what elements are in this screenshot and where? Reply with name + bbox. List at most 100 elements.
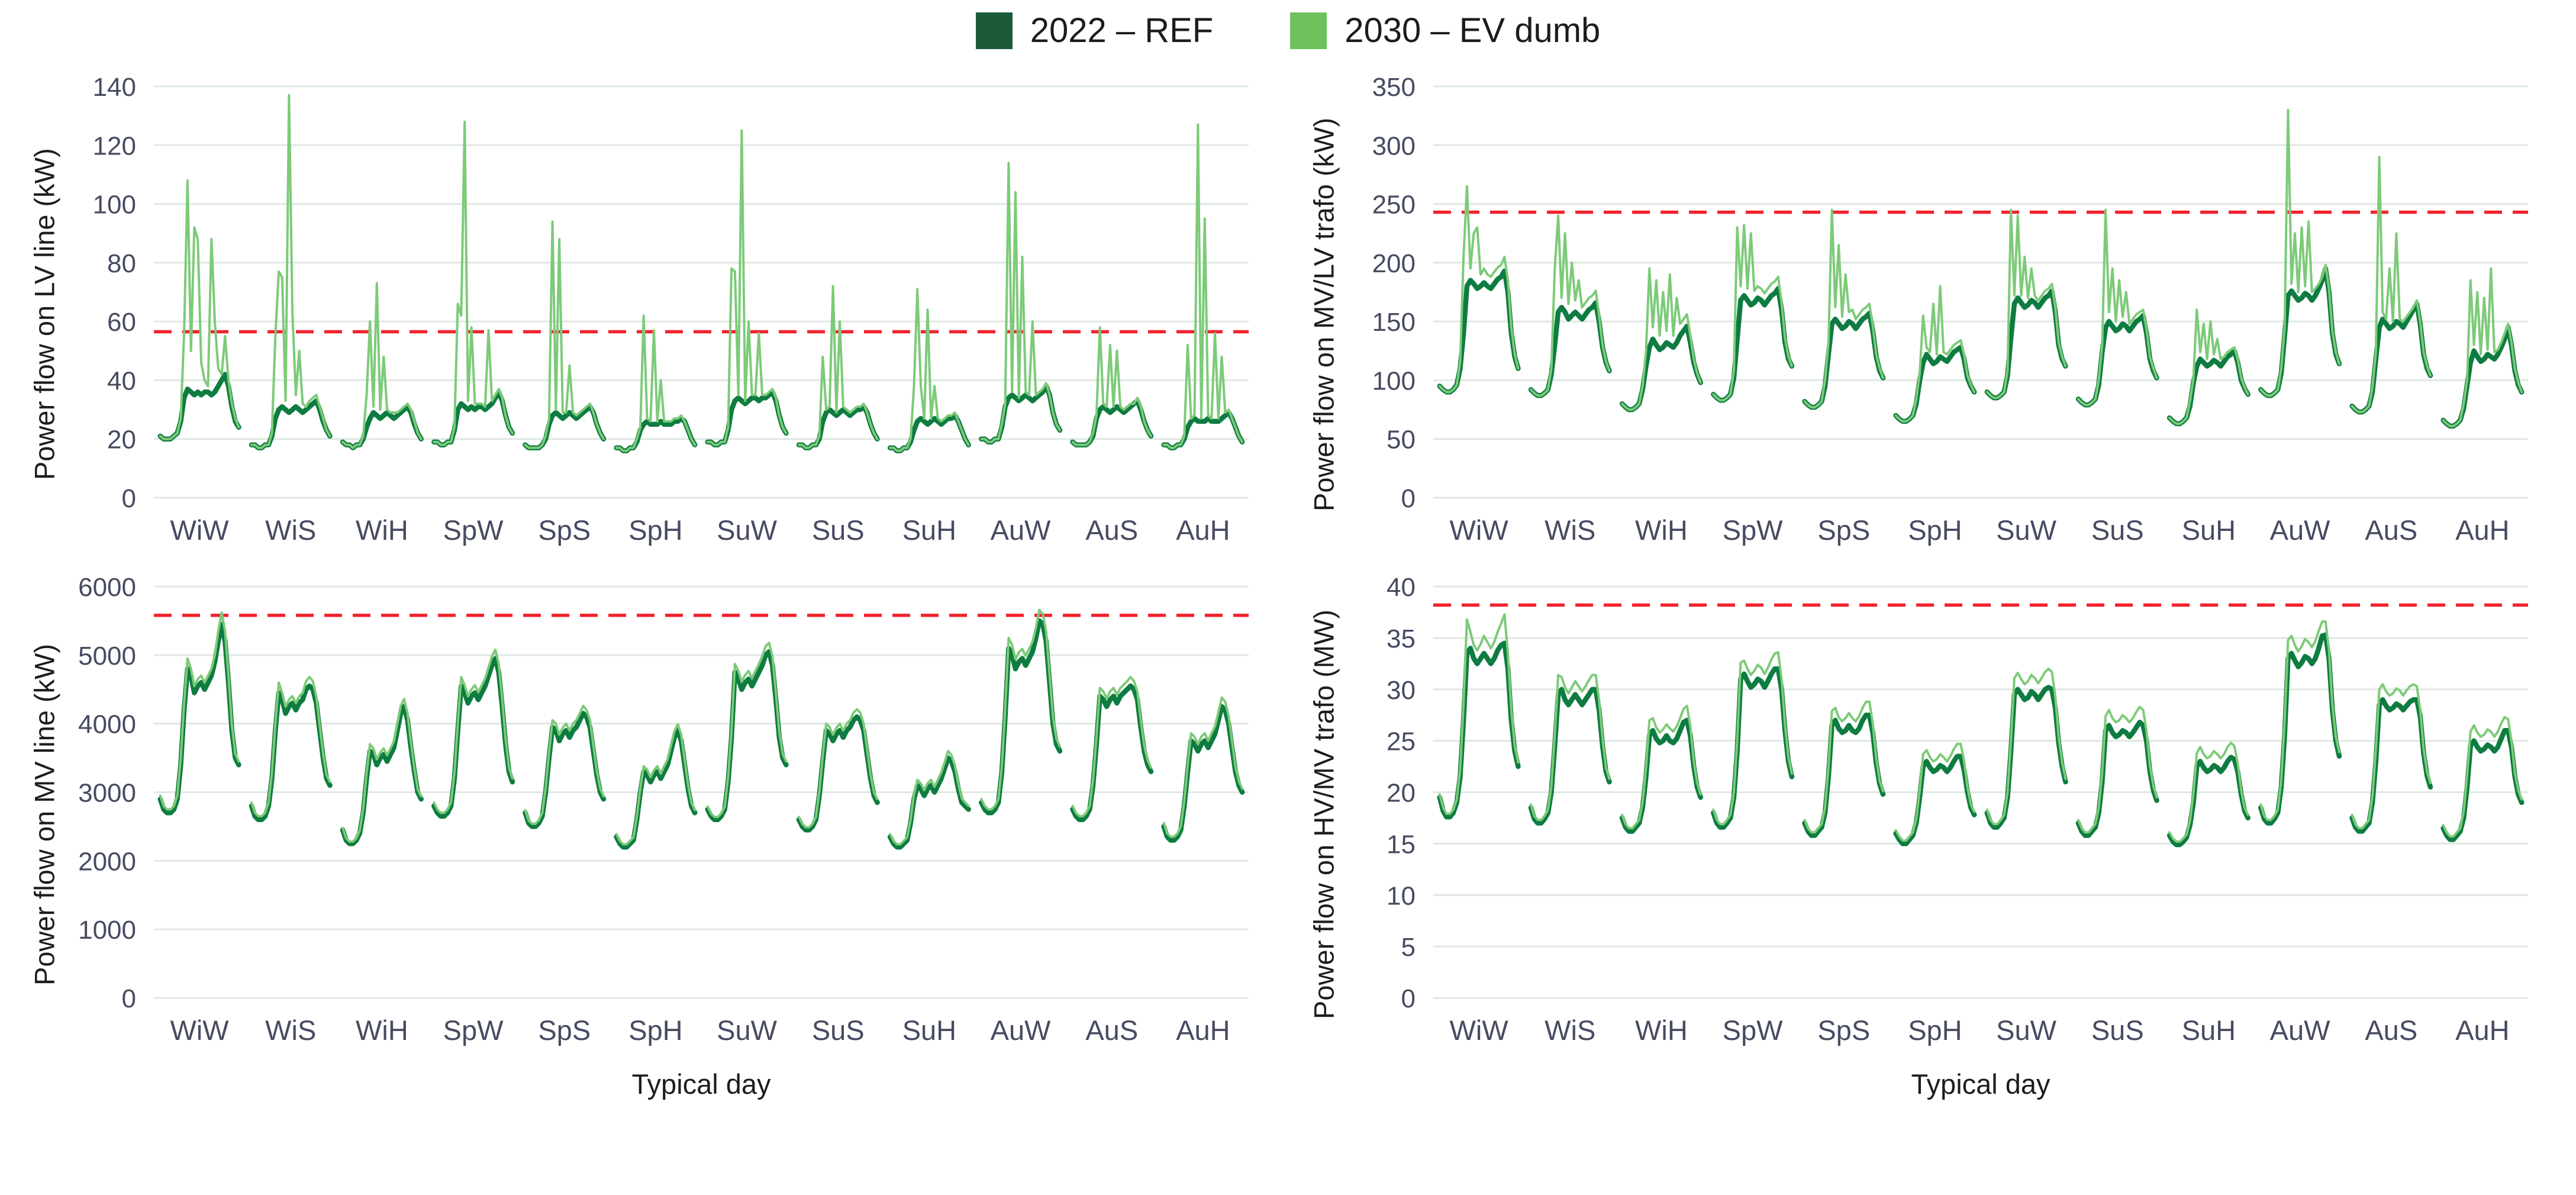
- x-tick-label: WiS: [265, 1014, 316, 1046]
- legend-swatch-2030-ev-dumb: [1290, 12, 1327, 49]
- x-tick-label: AuS: [2365, 514, 2417, 546]
- x-tick-label: AuW: [2270, 1014, 2330, 1046]
- y-tick-label: 0: [122, 484, 136, 513]
- series-ev-dumb-line: [615, 314, 697, 452]
- series-ev-dumb-line: [1803, 208, 1884, 409]
- series-ev-dumb-line: [1803, 700, 1884, 834]
- chart-mv-line: Power flow on MV line (kW) 0 1000 2000 3000…: [24, 576, 1288, 1100]
- series-ref-line: [2166, 755, 2251, 848]
- series-ev-dumb-line: [1894, 285, 1976, 423]
- series-ref-line: [1984, 685, 2068, 830]
- x-tick-label: SpH: [1908, 1014, 1962, 1046]
- series-ref-line: [1161, 410, 1245, 450]
- y-tick-label: 250: [1372, 191, 1416, 220]
- y-tick-label: 20: [107, 426, 136, 455]
- x-axis-title: Typical day: [631, 1068, 771, 1100]
- series-ev-dumb-line: [798, 285, 879, 449]
- series-ref-line: [1893, 344, 1977, 424]
- series-ev-dumb-line: [1530, 674, 1611, 822]
- x-tick-label: WiH: [356, 514, 408, 546]
- y-tick-label: 100: [1372, 366, 1416, 395]
- x-tick-label: SpS: [1817, 1014, 1870, 1046]
- x-tick-label: AuS: [1085, 514, 1138, 546]
- series-ev-dumb-line: [433, 120, 514, 446]
- series-ev-dumb-line: [250, 675, 331, 817]
- x-tick-label: AuH: [2455, 514, 2509, 546]
- x-tick-label: AuW: [991, 1014, 1051, 1046]
- series-ref-line: [979, 384, 1063, 444]
- x-tick-label: WiW: [170, 514, 229, 546]
- series-ref-line: [1802, 712, 1886, 838]
- y-tick-label: 50: [1387, 426, 1416, 455]
- series-ev-dumb-line: [1530, 214, 1611, 397]
- y-tick-label: 40: [1387, 576, 1416, 602]
- y-tick-label: 4000: [78, 710, 136, 739]
- x-tick-label: SpH: [628, 1014, 682, 1046]
- series-ref-line: [2075, 313, 2159, 408]
- y-axis-title: Power flow on LV line (kW): [28, 148, 60, 480]
- series-ref-line: [2440, 728, 2525, 842]
- legend-item-2022-ref: 2022 – REF: [975, 11, 1214, 50]
- y-tick-label: 140: [93, 76, 136, 102]
- series-ev-dumb-line: [524, 220, 605, 449]
- series-ev-dumb-line: [706, 642, 788, 819]
- y-tick-label: 35: [1387, 624, 1416, 653]
- x-tick-label: AuS: [2365, 1014, 2417, 1046]
- series-ev-dumb-line: [798, 708, 879, 829]
- x-tick-label: WiH: [1635, 514, 1688, 546]
- x-tick-label: WiS: [1545, 1014, 1595, 1046]
- y-tick-label: 80: [107, 249, 136, 278]
- chart-lv-line: Power flow on LV line (kW) 0 20 40 60 80 100 1…: [24, 76, 1288, 552]
- plot-mvlv-trafo: 0 50 100 150 200 250 300 350 WiW WiS WiH SpW SpS SpH S…: [1372, 76, 2528, 546]
- x-tick-label: AuS: [1085, 1014, 1138, 1046]
- y-tick-label: 200: [1372, 249, 1416, 278]
- y-tick-label: 2000: [78, 847, 136, 876]
- series-ev-dumb-line: [615, 723, 697, 846]
- series-ref-line: [157, 372, 241, 442]
- plot-mv-line: 0 1000 2000 3000 4000 5000 6000 WiW WiS WiH SpW SpS…: [78, 576, 1249, 1046]
- x-tick-label: SpS: [538, 514, 591, 546]
- x-tick-label: SpS: [1817, 514, 1870, 546]
- series-ev-dumb-line: [2168, 742, 2249, 843]
- y-tick-label: 3000: [78, 779, 136, 808]
- x-tick-label: AuH: [1176, 1014, 1230, 1046]
- series-ev-dumb-line: [706, 129, 788, 446]
- series-ref-line: [2349, 301, 2433, 415]
- series-ref-line: [1984, 288, 2068, 401]
- x-tick-label: SuH: [2182, 514, 2236, 546]
- y-tick-label: 25: [1387, 727, 1416, 756]
- chart-hvmv-trafo: Power flow on HV/MV trafo (MW) 0 5 10 15 20 2…: [1303, 576, 2567, 1100]
- series-ev-dumb-line: [524, 704, 605, 825]
- chart-legend: 2022 – REF 2030 – EV dumb: [0, 11, 2576, 50]
- x-tick-label: SuS: [2091, 514, 2144, 546]
- series-ref-line: [705, 389, 789, 447]
- series-ref-line: [340, 404, 424, 450]
- series-ref-line: [2075, 720, 2159, 838]
- series-ev-dumb-line: [1712, 651, 1793, 826]
- y-tick-label: 120: [93, 131, 136, 160]
- series-ev-dumb-line: [1162, 123, 1244, 449]
- y-tick-label: 5: [1401, 933, 1416, 962]
- legend-label: 2030 – EV dumb: [1345, 11, 1601, 50]
- y-tick-label: 0: [1401, 984, 1416, 1013]
- series-ref-line: [887, 413, 971, 453]
- series-ev-dumb-line: [1621, 704, 1702, 830]
- series-ev-dumb-line: [159, 611, 240, 811]
- series-ev-dumb-line: [1712, 224, 1793, 402]
- y-axis-title: Power flow on MV/LV trafo (kW): [1308, 117, 1340, 511]
- x-tick-label: SuS: [812, 1014, 865, 1046]
- legend-label: 2022 – REF: [1030, 11, 1214, 50]
- y-axis-title: Power flow on HV/MV trafo (MW): [1308, 609, 1340, 1019]
- series-ev-dumb-line: [341, 282, 423, 449]
- series-ev-dumb-line: [1438, 185, 1520, 394]
- x-axis-title: Typical day: [1911, 1068, 2051, 1100]
- chart-mvlv-trafo: Power flow on MV/LV trafo (kW) 0 50 100 150…: [1303, 76, 2567, 552]
- series-ref-line: [2258, 266, 2342, 398]
- y-axis-title: Power flow on MV line (kW): [28, 643, 60, 985]
- y-tick-label: 10: [1387, 881, 1416, 910]
- x-tick-label: SuH: [902, 514, 956, 546]
- series-ev-dumb-line: [2259, 108, 2340, 397]
- series-ref-line: [614, 415, 698, 453]
- x-tick-label: WiW: [1449, 514, 1508, 546]
- series-ev-dumb-line: [2077, 706, 2158, 834]
